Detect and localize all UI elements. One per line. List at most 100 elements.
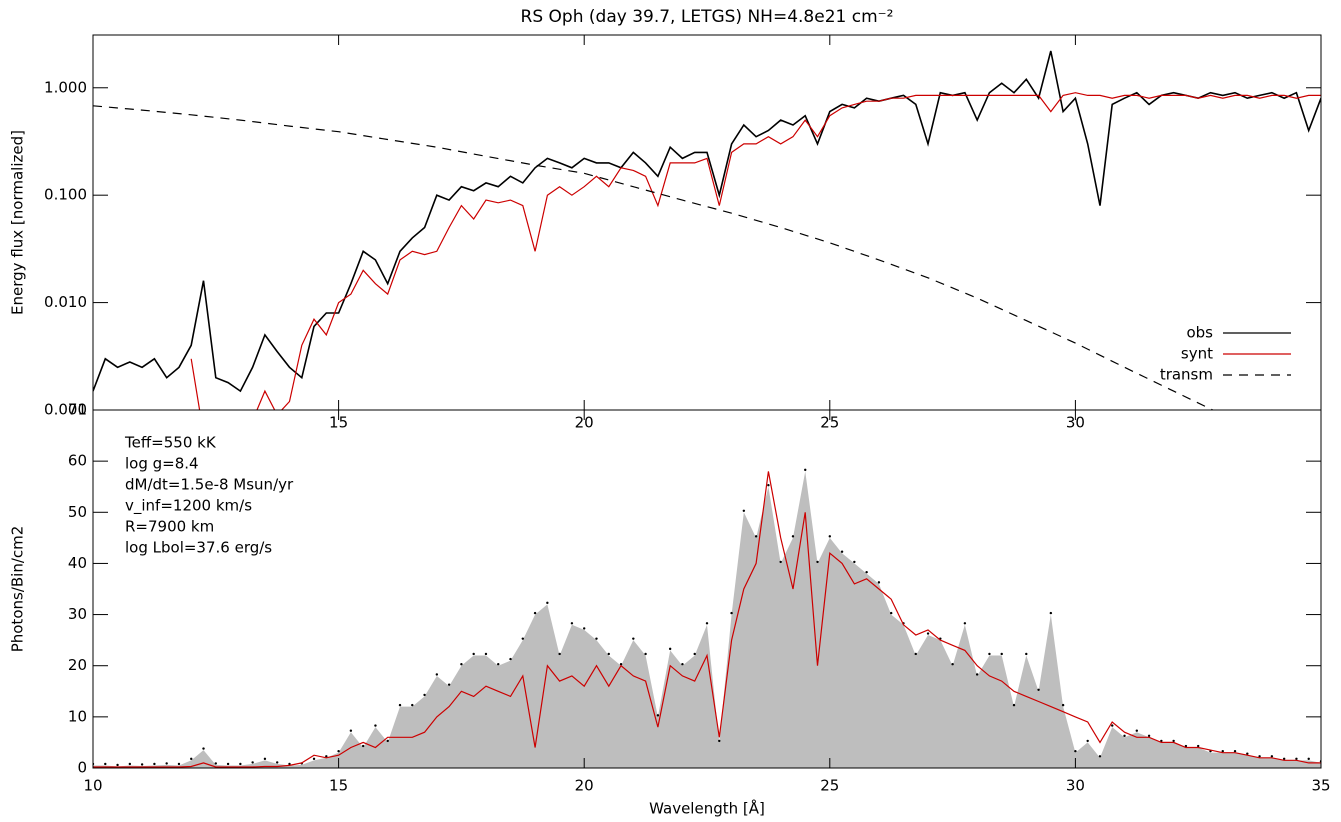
data-point [214,762,217,765]
data-point [644,652,647,656]
data-point [1295,757,1298,761]
annotation: R=7900 km [125,518,214,536]
data-point [190,757,193,761]
data-point [1147,734,1151,738]
data-point [276,761,279,764]
x-tick-label: 15 [329,414,348,432]
data-point [226,762,230,766]
data-point [583,627,586,630]
data-point [975,673,979,676]
data-point [337,749,340,753]
data-point [128,762,132,766]
data-point [1172,739,1175,743]
data-point [374,724,377,727]
data-point [558,652,561,656]
y-tick-label: 60 [68,452,87,470]
y-tick-label: 1.000 [44,78,87,96]
y-tick-label: 20 [68,656,87,674]
data-point [521,637,524,640]
data-point [914,652,917,656]
legend-label: synt [1181,345,1213,363]
plot-area [93,50,1321,410]
legend-label: transm [1160,366,1213,384]
y-tick-label: 0.100 [44,186,87,204]
data-point [153,762,156,766]
plot-area [93,468,1321,768]
data-point [570,622,574,625]
data-point [730,611,733,615]
data-point [718,739,721,743]
data-point [312,757,316,761]
data-point [386,739,389,743]
y-tick-label: 40 [68,554,87,572]
data-point [1135,729,1139,732]
data-point [435,673,439,676]
chart-title: RS Oph (day 39.7, LETGS) NH=4.8e21 cm⁻² [521,7,894,27]
y-tick-label: 30 [68,605,87,623]
data-point [1086,739,1089,743]
data-point [951,663,954,666]
data-point [239,762,242,766]
data-point [1111,724,1114,727]
data-point [656,714,660,717]
data-point [1246,752,1249,755]
data-point [828,535,831,538]
line [190,92,1321,410]
y-tick-label: 0.010 [44,293,87,311]
annotation: dM/dt=1.5e-8 Msun/yr [125,476,294,494]
annotation: Teff=550 kK [124,434,217,452]
data-point [546,601,549,605]
data-point [423,693,426,697]
data-point [1270,755,1274,758]
y-tick-label: 70 [68,401,87,419]
data-point [497,663,500,666]
y-axis-title: Energy flux [normalized] [9,130,27,315]
x-tick-label: 35 [1311,777,1330,795]
data-point [840,550,844,553]
data-point [349,729,353,732]
line [93,105,1215,410]
annotation: log Lbol=37.6 erg/s [125,539,272,557]
area [93,471,1321,768]
data-point [693,652,696,656]
x-tick-label: 30 [1066,777,1085,795]
legend-label: obs [1186,324,1213,342]
data-point [779,560,782,564]
data-point [251,761,254,764]
data-point [140,763,144,766]
data-point [288,762,291,766]
y-tick-label: 0 [77,759,87,777]
x-tick-label: 10 [83,777,102,795]
data-point [681,663,684,666]
data-point [754,535,758,538]
data-point [890,611,893,615]
data-point [1197,744,1200,748]
data-point [411,703,414,707]
data-point [988,652,991,656]
data-point [263,757,267,761]
data-point [484,652,488,656]
data-point [668,647,672,651]
data-point [165,762,168,765]
data-point [177,762,181,766]
data-point [791,535,795,538]
data-point [877,581,881,584]
x-axis-title: Wavelength [Å] [649,799,765,818]
frame [92,409,1322,769]
data-point [472,652,475,656]
data-point [460,663,463,666]
data-point [816,560,819,564]
data-point [1221,749,1224,753]
data-point [1012,703,1016,707]
data-point [202,747,205,750]
data-point [963,622,967,625]
y-axis-title: Photons/Bin/cm2 [9,526,27,653]
data-point [447,683,451,686]
data-point [104,762,107,766]
x-tick-label: 25 [820,777,839,795]
data-point [361,744,365,748]
data-point [595,637,598,640]
data-point [804,468,807,472]
data-point [632,637,635,640]
x-tick-label: 20 [575,414,594,432]
